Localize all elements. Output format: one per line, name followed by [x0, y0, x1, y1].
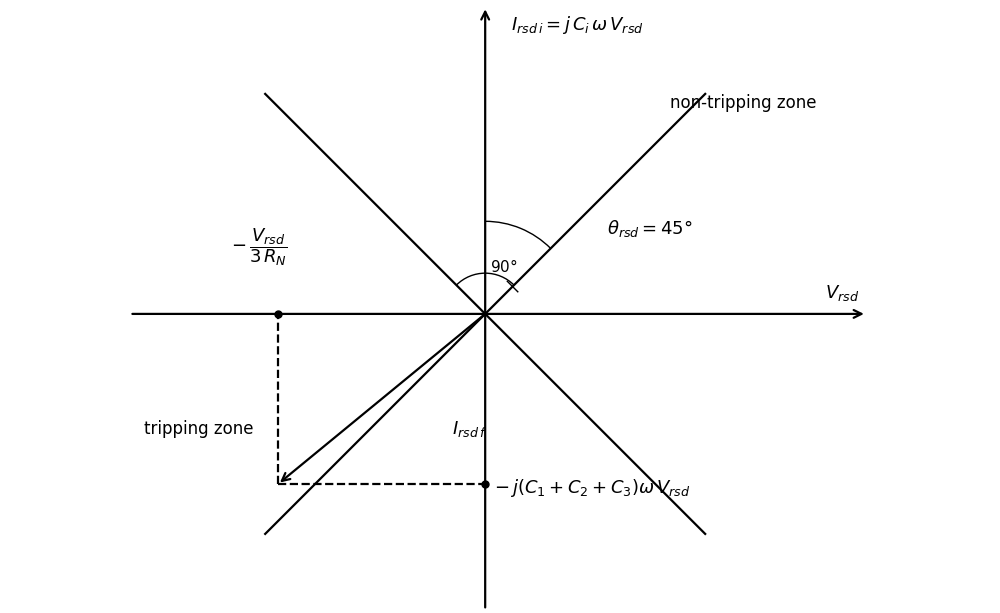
Text: $-\,j\left(C_1 + C_2 + C_3\right)\omega\,V_{rsd}$: $-\,j\left(C_1 + C_2 + C_3\right)\omega\… [494, 477, 691, 499]
Text: non-tripping zone: non-tripping zone [670, 94, 817, 112]
Text: $\theta_{rsd} = 45°$: $\theta_{rsd} = 45°$ [607, 218, 693, 239]
Text: $-\,\dfrac{V_{rsd}}{3\,R_N}$: $-\,\dfrac{V_{rsd}}{3\,R_N}$ [231, 226, 288, 268]
Text: $V_{rsd}$: $V_{rsd}$ [825, 283, 859, 303]
Text: $90°$: $90°$ [490, 259, 518, 275]
Text: tripping zone: tripping zone [144, 420, 254, 438]
Text: $I_{rsd\,f}$: $I_{rsd\,f}$ [452, 419, 487, 439]
Text: $I_{rsd\,i} = j\,C_i\,\omega\,V_{rsd}$: $I_{rsd\,i} = j\,C_i\,\omega\,V_{rsd}$ [511, 14, 644, 36]
